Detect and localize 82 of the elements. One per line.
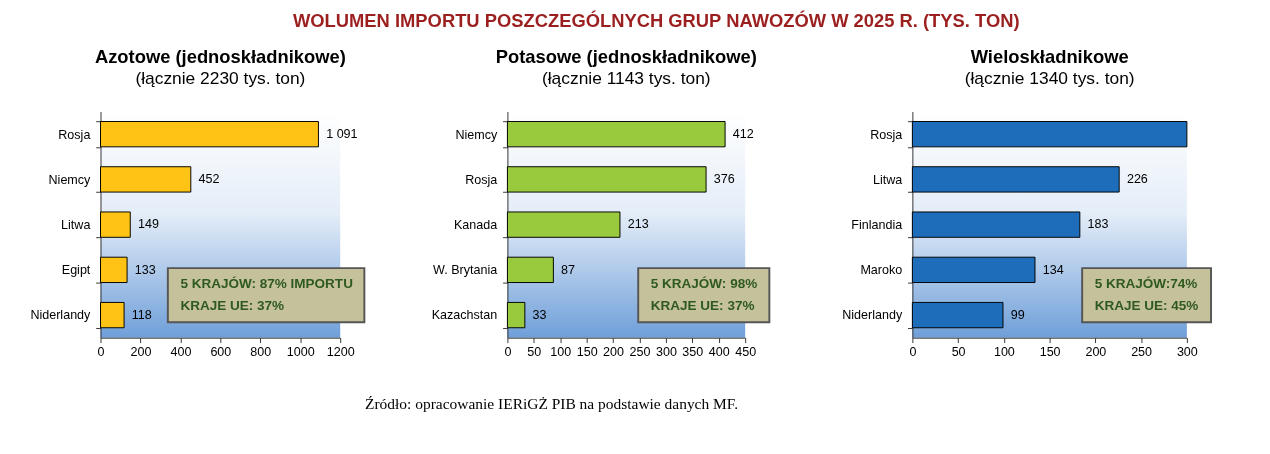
- data-label: 226: [1126, 172, 1148, 187]
- x-tick-label: 300: [655, 344, 677, 359]
- bar: [911, 301, 1004, 329]
- bar: [100, 256, 128, 284]
- data-label: 376: [713, 172, 735, 187]
- data-label: 134: [1042, 262, 1064, 277]
- data-label: 99: [1010, 307, 1025, 322]
- x-tick-label: 100: [550, 344, 572, 359]
- x-tick-label: 400: [708, 344, 730, 359]
- x-tick-label: 450: [735, 344, 757, 359]
- text: WOLUMEN IMPORTU POSZCZEGÓLNYCH GRUP NAWOZÓW W 2025 R. (TYS. TON): [292, 10, 1020, 32]
- x-tick-label: 100: [993, 344, 1015, 359]
- chart-subtitle: (łącznie 1143 tys. ton): [541, 68, 711, 89]
- bar: [100, 301, 125, 329]
- x-tick-label: 150: [1039, 344, 1061, 359]
- bar: [506, 166, 707, 193]
- annotation: 5 KRAJÓW: 87% IMPORTU: [180, 275, 353, 291]
- chart-title: Potasowe (jednoskładnikowe): [495, 46, 757, 68]
- bar: [506, 256, 554, 284]
- x-tick-label: 200: [1085, 344, 1107, 359]
- y-tick-label: Litwa: [872, 172, 903, 187]
- annotation: 5 KRAJÓW: 98%: [650, 275, 758, 291]
- x-tick-label: 250: [629, 344, 651, 359]
- y-tick-label: Niemcy: [455, 127, 498, 142]
- x-tick-label: 800: [250, 344, 272, 359]
- bar: [911, 121, 1188, 148]
- bar: [911, 211, 1081, 238]
- x-tick-label: 300: [1176, 344, 1198, 359]
- y-tick-label: Maroko: [860, 263, 903, 278]
- x-tick-label: 0: [504, 344, 512, 359]
- bar: [506, 301, 526, 329]
- data-label: 133: [134, 262, 156, 277]
- bar: [100, 211, 131, 238]
- data-label: 118: [131, 307, 152, 322]
- text: Źródło: opracowanie IERiGŻ PIB na podstawie danych MF.: [365, 395, 739, 413]
- y-tick-label: Niderlandy: [30, 308, 92, 323]
- data-label: 183: [1087, 217, 1109, 232]
- x-tick-label: 1200: [326, 344, 355, 359]
- annotation: KRAJE UE: 45%: [1094, 298, 1199, 314]
- x-tick-label: 200: [603, 344, 625, 359]
- y-tick-label: Rosja: [870, 127, 903, 142]
- y-tick-label: Kanada: [454, 217, 498, 232]
- bar: [100, 166, 192, 193]
- x-tick-label: 150: [576, 344, 598, 359]
- x-tick-label: 0: [97, 344, 105, 359]
- y-tick-label: Kazachstan: [431, 308, 498, 323]
- y-tick-label: Rosja: [465, 172, 498, 187]
- chart-title: Wieloskładnikowe: [970, 46, 1129, 68]
- annotation: KRAJE UE: 37%: [180, 298, 285, 314]
- x-tick-label: 50: [951, 344, 966, 359]
- annotation: 5 KRAJÓW:74%: [1094, 275, 1198, 291]
- y-tick-label: Rosja: [58, 127, 91, 142]
- x-tick-label: 350: [682, 344, 704, 359]
- y-tick-label: Egipt: [61, 263, 91, 278]
- chart-title: Azotowe (jednoskładnikowe): [94, 46, 346, 68]
- y-tick-label: W. Brytania: [433, 263, 498, 278]
- x-tick-label: 50: [527, 344, 542, 359]
- y-tick-label: Litwa: [61, 217, 91, 232]
- x-tick-label: 200: [130, 344, 152, 359]
- y-tick-label: Niderlandy: [842, 308, 903, 323]
- x-tick-label: 600: [210, 344, 232, 359]
- bar: [911, 166, 1120, 193]
- x-tick-label: 1000: [286, 344, 315, 359]
- data-label: 87: [561, 262, 576, 277]
- x-tick-label: 250: [1131, 344, 1153, 359]
- y-tick-label: Niemcy: [48, 172, 92, 187]
- chart-subtitle: (łącznie 1340 tys. ton): [964, 68, 1135, 89]
- chart-subtitle: (łącznie 2230 tys. ton): [135, 68, 306, 89]
- data-label: 149: [138, 217, 159, 232]
- data-label: 33: [532, 307, 547, 322]
- data-label: 412: [732, 127, 754, 142]
- x-tick-label: 400: [170, 344, 192, 359]
- data-label: 1 091: [326, 127, 358, 142]
- data-label: 213: [627, 217, 649, 232]
- bar: [100, 121, 319, 148]
- x-tick-label: 0: [909, 344, 917, 359]
- data-label: 452: [198, 172, 220, 187]
- bar: [506, 211, 621, 238]
- bar: [506, 121, 726, 148]
- bar: [911, 256, 1036, 284]
- annotation: KRAJE UE: 37%: [650, 298, 755, 314]
- y-tick-label: Finlandia: [851, 217, 903, 232]
